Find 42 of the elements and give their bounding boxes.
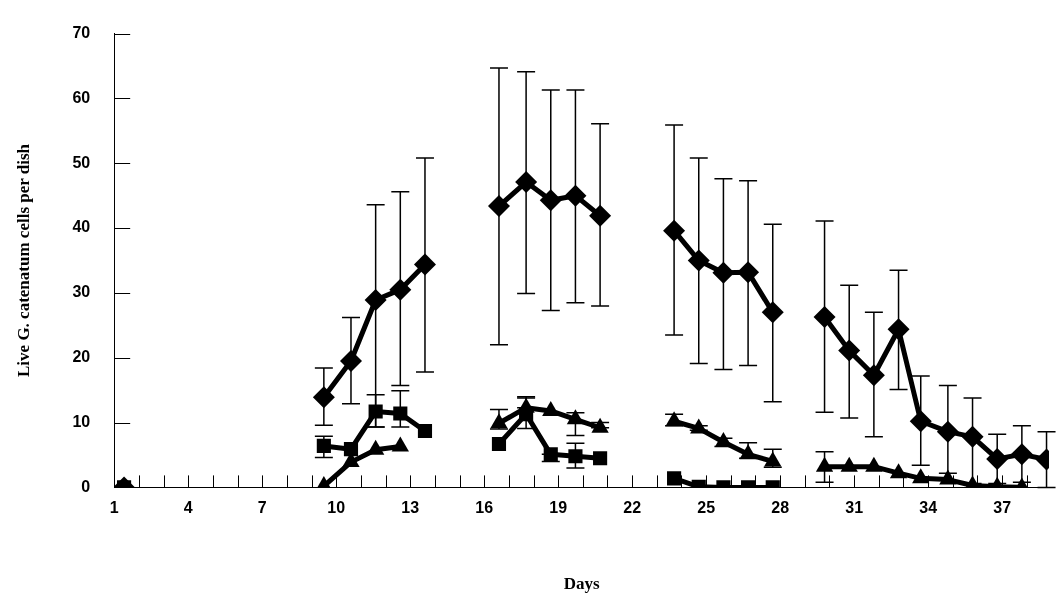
point xyxy=(887,318,910,341)
point xyxy=(865,456,883,472)
y-tick-label: 0 xyxy=(81,477,91,495)
x-tick-label: 25 xyxy=(697,499,716,517)
x-tick-label: 37 xyxy=(993,499,1012,517)
point xyxy=(417,423,433,439)
point xyxy=(389,278,412,301)
y-tick-label: 60 xyxy=(72,88,91,106)
x-tick-label: 31 xyxy=(845,499,864,517)
point xyxy=(393,406,408,421)
point xyxy=(564,184,587,207)
point xyxy=(368,404,383,419)
x-axis-title: Days xyxy=(563,574,600,594)
point xyxy=(961,425,984,448)
point xyxy=(813,305,836,328)
x-tick-label: 7 xyxy=(257,499,267,517)
x-tick-label: 28 xyxy=(771,499,790,517)
point xyxy=(840,456,858,472)
point xyxy=(364,289,387,312)
point xyxy=(542,400,560,416)
point xyxy=(889,463,908,479)
x-tick-label: 4 xyxy=(183,499,193,517)
x-tick-label: 1 xyxy=(109,499,119,517)
x-tick-label: 16 xyxy=(475,499,494,517)
y-axis-title: Live G. catenatum cells per dish xyxy=(13,143,33,377)
point xyxy=(491,436,507,452)
y-tick-label: 70 xyxy=(72,24,91,42)
point xyxy=(712,261,735,284)
y-tick-label: 20 xyxy=(72,348,91,366)
x-tick-label: 34 xyxy=(919,499,938,517)
y-tick-label: 50 xyxy=(72,153,91,171)
x-tick-label: 10 xyxy=(327,499,346,517)
point xyxy=(815,456,834,472)
point xyxy=(912,468,930,484)
x-tick-label: 22 xyxy=(623,499,642,517)
point xyxy=(909,410,932,433)
point xyxy=(391,436,409,452)
x-tick-label: 19 xyxy=(549,499,568,517)
y-tick-label: 40 xyxy=(72,218,91,236)
y-tick-label: 10 xyxy=(72,412,91,430)
x-tick-label: 13 xyxy=(401,499,420,517)
y-tick-label: 30 xyxy=(72,283,91,301)
